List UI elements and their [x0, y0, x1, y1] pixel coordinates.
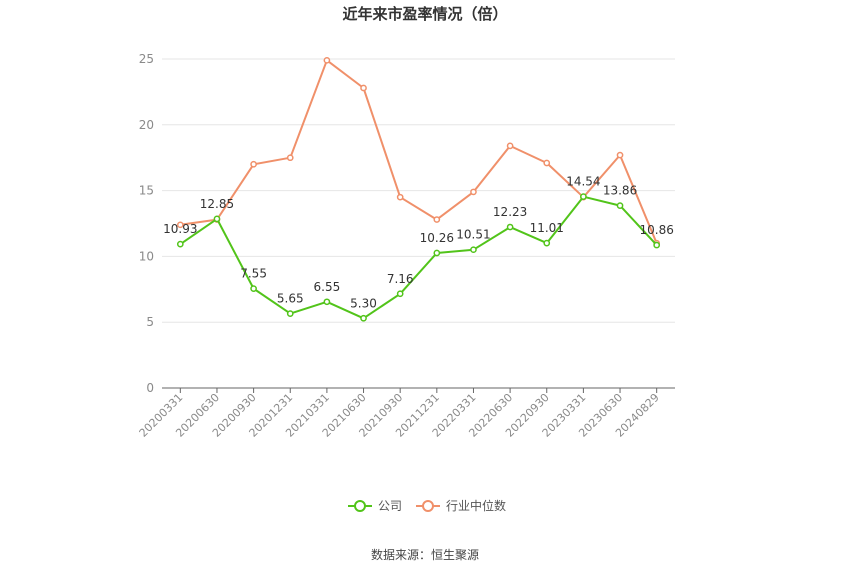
series-lines — [176, 56, 661, 322]
data-point — [323, 298, 331, 306]
y-tick-label: 5 — [146, 315, 154, 329]
y-tick-label: 20 — [139, 118, 154, 132]
data-point — [213, 215, 221, 223]
data-label: 10.26 — [420, 231, 454, 245]
data-point — [470, 246, 477, 254]
series-line-1 — [180, 59, 658, 244]
data-point — [543, 159, 551, 167]
data-source: 数据来源：恒生聚源 — [371, 547, 479, 562]
y-tick-label: 10 — [139, 249, 154, 263]
data-point — [250, 160, 257, 168]
data-label: 7.16 — [387, 272, 414, 286]
data-label: 5.65 — [277, 292, 304, 306]
data-label: 12.23 — [493, 205, 527, 219]
data-point — [176, 221, 184, 229]
data-point — [653, 241, 661, 249]
data-point — [396, 193, 404, 201]
legend-marker — [354, 500, 366, 512]
data-point — [360, 314, 367, 322]
data-label: 5.30 — [350, 296, 377, 310]
data-label: 10.93 — [163, 222, 197, 236]
legend-label: 公司 — [378, 499, 402, 513]
data-point — [360, 84, 367, 92]
data-point — [543, 239, 551, 247]
data-point — [580, 193, 587, 201]
data-label: 14.54 — [566, 175, 600, 189]
data-point — [506, 223, 514, 231]
data-point — [506, 142, 514, 150]
y-tick-label: 15 — [139, 184, 154, 198]
data-point — [176, 240, 184, 248]
data-label: 7.55 — [240, 267, 267, 281]
data-point — [470, 188, 477, 196]
legend: 公司 行业中位数 — [348, 498, 506, 513]
data-label: 6.55 — [314, 280, 341, 294]
data-point — [323, 56, 331, 64]
axes: 0510152025202003312020063020200930202012… — [137, 52, 675, 440]
legend-marker — [422, 500, 434, 512]
data-point — [433, 249, 441, 257]
chart-title: 近年来市盈率情况（倍） — [342, 5, 507, 23]
data-point — [250, 285, 257, 292]
legend-item[interactable]: 公司 — [348, 499, 402, 513]
data-point — [616, 202, 624, 209]
data-point — [396, 290, 404, 298]
data-label: 11.01 — [530, 221, 564, 235]
grid-lines — [162, 58, 675, 323]
data-label: 12.85 — [200, 197, 234, 211]
data-point — [286, 310, 294, 317]
legend-item[interactable]: 行业中位数 — [416, 498, 506, 513]
data-point — [616, 151, 624, 159]
data-point — [433, 216, 441, 223]
y-tick-label: 25 — [139, 52, 154, 66]
data-point — [286, 154, 294, 162]
legend-label: 行业中位数 — [446, 498, 506, 513]
y-tick-label: 0 — [146, 381, 154, 395]
series-line-0 — [179, 195, 658, 320]
data-label: 10.51 — [456, 228, 490, 242]
data-label: 13.86 — [603, 184, 637, 198]
data-label: 10.86 — [639, 223, 673, 237]
